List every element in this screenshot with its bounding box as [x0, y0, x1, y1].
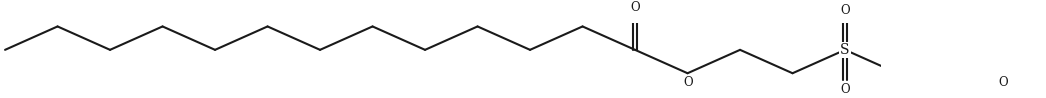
Text: O: O	[840, 4, 849, 17]
Text: O: O	[999, 76, 1008, 89]
Text: S: S	[840, 43, 849, 57]
Text: O: O	[684, 76, 693, 89]
Text: O: O	[840, 83, 849, 96]
Text: O: O	[631, 1, 640, 15]
